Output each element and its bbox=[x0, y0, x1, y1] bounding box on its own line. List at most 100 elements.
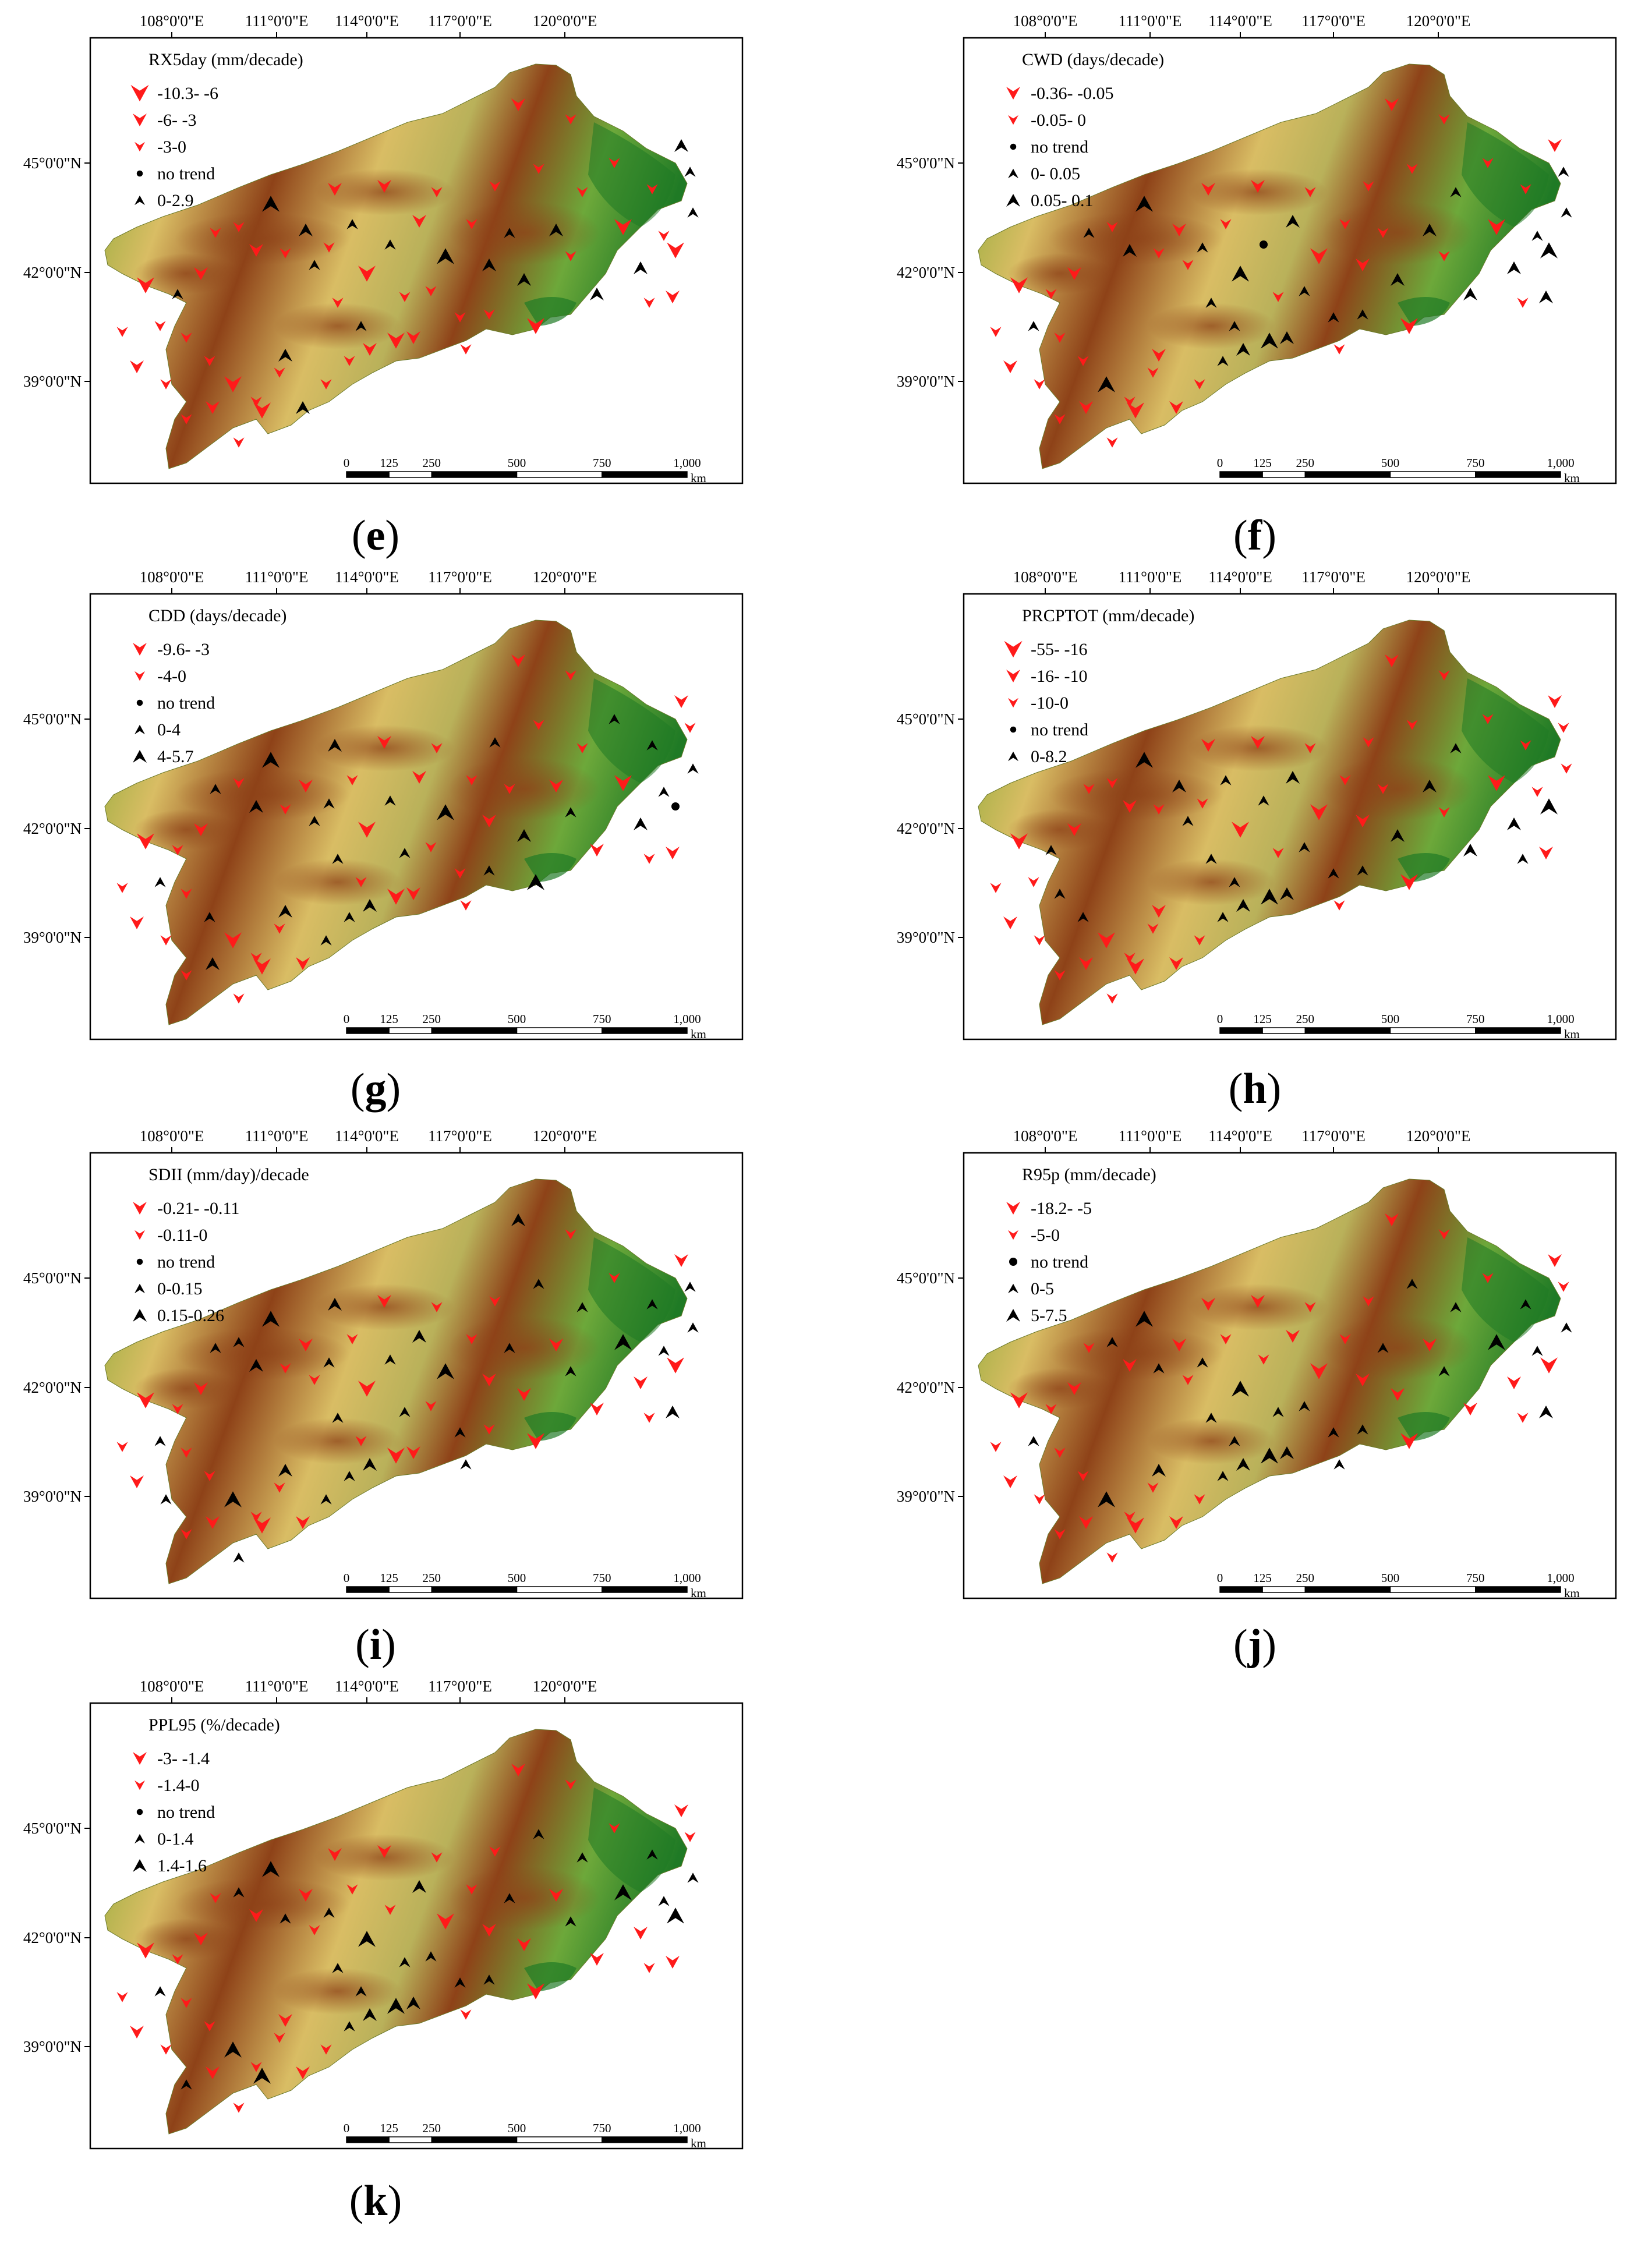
decrease-marker bbox=[1304, 187, 1316, 197]
decrease-marker bbox=[172, 1404, 183, 1414]
decrease-marker bbox=[160, 2044, 172, 2055]
station-markers bbox=[116, 98, 699, 448]
decrease-marker bbox=[280, 804, 291, 815]
latitude-label: 42°0'0"N bbox=[23, 1929, 82, 1946]
increase-marker bbox=[323, 1907, 335, 1918]
legend-item-label: 0.05- 0.1 bbox=[1031, 191, 1094, 210]
increase-marker bbox=[1232, 266, 1249, 282]
increase-marker bbox=[249, 800, 263, 813]
legend-item-label: -3-0 bbox=[157, 137, 186, 157]
increase-marker bbox=[1028, 1436, 1039, 1446]
increase-marker bbox=[344, 1471, 355, 1481]
decrease-marker bbox=[249, 1909, 263, 1922]
legend-item-label: no trend bbox=[157, 164, 215, 183]
decrease-marker bbox=[1363, 737, 1374, 748]
decrease-marker bbox=[1054, 970, 1066, 981]
decrease-marker bbox=[517, 1938, 531, 1951]
decrease-marker bbox=[549, 1339, 563, 1351]
increase-marker bbox=[233, 1887, 245, 1898]
decrease-marker bbox=[489, 1296, 501, 1307]
decrease-marker bbox=[1438, 251, 1450, 261]
decrease-marker bbox=[609, 1823, 620, 1834]
decrease-marker bbox=[990, 327, 1002, 337]
increase-marker bbox=[1450, 1302, 1462, 1312]
increase-marker bbox=[1045, 845, 1057, 855]
increase-marker bbox=[687, 763, 699, 774]
latitude-label: 42°0'0"N bbox=[897, 264, 955, 281]
decrease-marker bbox=[1333, 344, 1345, 355]
decrease-marker bbox=[130, 916, 144, 929]
longitude-label: 111°0'0"E bbox=[245, 1677, 309, 1695]
increase-marker bbox=[565, 1916, 576, 1927]
decrease-marker bbox=[328, 1848, 342, 1861]
increase-marker bbox=[1423, 224, 1437, 236]
decrease-marker bbox=[609, 1273, 620, 1283]
decrease-marker bbox=[1520, 184, 1531, 194]
decrease-marker bbox=[1169, 957, 1183, 970]
decrease-marker bbox=[299, 1339, 313, 1351]
decrease-marker bbox=[1488, 775, 1505, 791]
increase-marker bbox=[1028, 321, 1039, 331]
scale-tick-label: 0 bbox=[1217, 1571, 1223, 1585]
decrease-marker bbox=[1201, 1298, 1215, 1311]
decrease-marker bbox=[328, 183, 342, 196]
legend: CWD (days/decade) -0.36- -0.05 -0.05- 0 no … bbox=[1006, 50, 1164, 210]
decrease-marker bbox=[1438, 670, 1450, 681]
scale-unit-label: km bbox=[691, 2136, 706, 2150]
increase-marker bbox=[1391, 829, 1405, 842]
forest-area bbox=[524, 1412, 576, 1441]
increase-marker bbox=[1438, 1366, 1450, 1376]
decrease-marker bbox=[280, 1363, 291, 1374]
decrease-marker bbox=[1507, 1376, 1521, 1389]
decrease-marker bbox=[460, 900, 472, 911]
decrease-marker bbox=[527, 318, 544, 334]
decrease-marker bbox=[332, 298, 344, 308]
decrease-marker bbox=[1220, 1334, 1232, 1344]
longitude-label: 114°0'0"E bbox=[335, 1127, 399, 1145]
legend-item-label: 0- 0.05 bbox=[1031, 164, 1080, 183]
decrease-marker bbox=[684, 1832, 696, 1842]
decrease-marker bbox=[406, 887, 420, 900]
decrease-marker bbox=[116, 327, 128, 337]
decrease-marker bbox=[674, 695, 688, 708]
legend-item-label: 0-1.4 bbox=[157, 1829, 194, 1849]
decrease-marker bbox=[1558, 1282, 1569, 1292]
increase-marker bbox=[1488, 1334, 1505, 1350]
increase-marker bbox=[384, 795, 396, 806]
legend: PPL95 (%/decade) -3- -1.4 -1.4-0 no trend 0-… bbox=[133, 1715, 280, 1875]
increase-marker bbox=[278, 1464, 292, 1477]
legend-title: R95p (mm/decade) bbox=[1022, 1165, 1156, 1184]
decrease-marker bbox=[1169, 1516, 1183, 1529]
decrease-marker bbox=[634, 1376, 648, 1389]
decrease-marker bbox=[194, 1382, 208, 1395]
increase-marker bbox=[1197, 242, 1208, 253]
relief-shading bbox=[134, 809, 239, 850]
decrease-marker bbox=[1045, 289, 1057, 299]
decrease-marker bbox=[1520, 740, 1531, 751]
station-markers bbox=[116, 654, 699, 1004]
longitude-label: 117°0'0"E bbox=[428, 12, 492, 30]
decrease-marker bbox=[137, 833, 154, 850]
legend-increase-icon bbox=[1006, 1309, 1020, 1322]
increase-marker bbox=[460, 1459, 472, 1470]
decrease-marker bbox=[1077, 356, 1089, 366]
increase-marker bbox=[1205, 854, 1217, 864]
latitude-label: 42°0'0"N bbox=[897, 1379, 955, 1396]
decrease-marker bbox=[666, 1956, 680, 1969]
scale-unit-label: km bbox=[691, 1586, 706, 1600]
decrease-marker bbox=[1304, 1302, 1316, 1312]
increase-marker bbox=[346, 219, 358, 229]
decrease-marker bbox=[1083, 1343, 1095, 1353]
decrease-marker bbox=[181, 1998, 192, 2008]
relief-shading bbox=[274, 859, 402, 905]
increase-marker bbox=[1236, 899, 1250, 912]
decrease-marker bbox=[489, 1846, 501, 1857]
increase-marker bbox=[363, 2008, 377, 2021]
decrease-marker bbox=[181, 332, 192, 343]
decrease-marker bbox=[355, 1436, 367, 1446]
increase-marker bbox=[344, 912, 355, 922]
increase-marker bbox=[437, 248, 454, 264]
increase-marker bbox=[1054, 889, 1066, 899]
scale-tick-label: 250 bbox=[1296, 456, 1315, 470]
legend-no-trend-icon bbox=[136, 1258, 143, 1265]
